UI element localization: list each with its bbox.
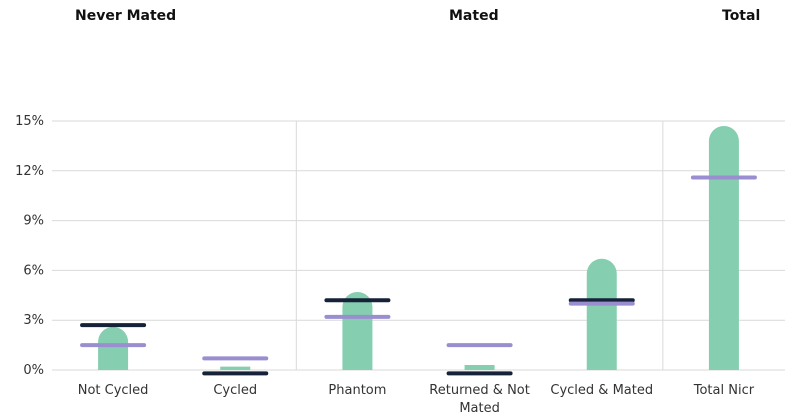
x-category-label: Returned & Not: [429, 383, 530, 398]
group-header-mated: Mated: [449, 8, 499, 24]
y-tick-label: 12%: [15, 164, 44, 179]
y-tick-label: 0%: [23, 363, 44, 378]
x-category-label: Mated: [459, 401, 500, 416]
x-category-label: Not Cycled: [78, 383, 149, 398]
bar: [342, 291, 373, 370]
y-tick-label: 15%: [15, 114, 44, 129]
y-tick-label: 9%: [23, 214, 44, 229]
y-tick-label: 3%: [23, 313, 44, 328]
bar: [464, 365, 495, 370]
bar: [708, 125, 739, 370]
x-category-label: Cycled & Mated: [550, 383, 653, 398]
group-header-never-mated: Never Mated: [75, 8, 177, 24]
group-header-total: Total: [722, 8, 761, 24]
x-category-label: Cycled: [213, 383, 257, 398]
bar: [220, 366, 251, 370]
bar: [98, 326, 129, 370]
bar: [586, 258, 617, 370]
x-category-label: Phantom: [328, 383, 386, 398]
x-category-label: Total Nicr: [693, 383, 755, 398]
y-tick-label: 6%: [23, 263, 44, 278]
